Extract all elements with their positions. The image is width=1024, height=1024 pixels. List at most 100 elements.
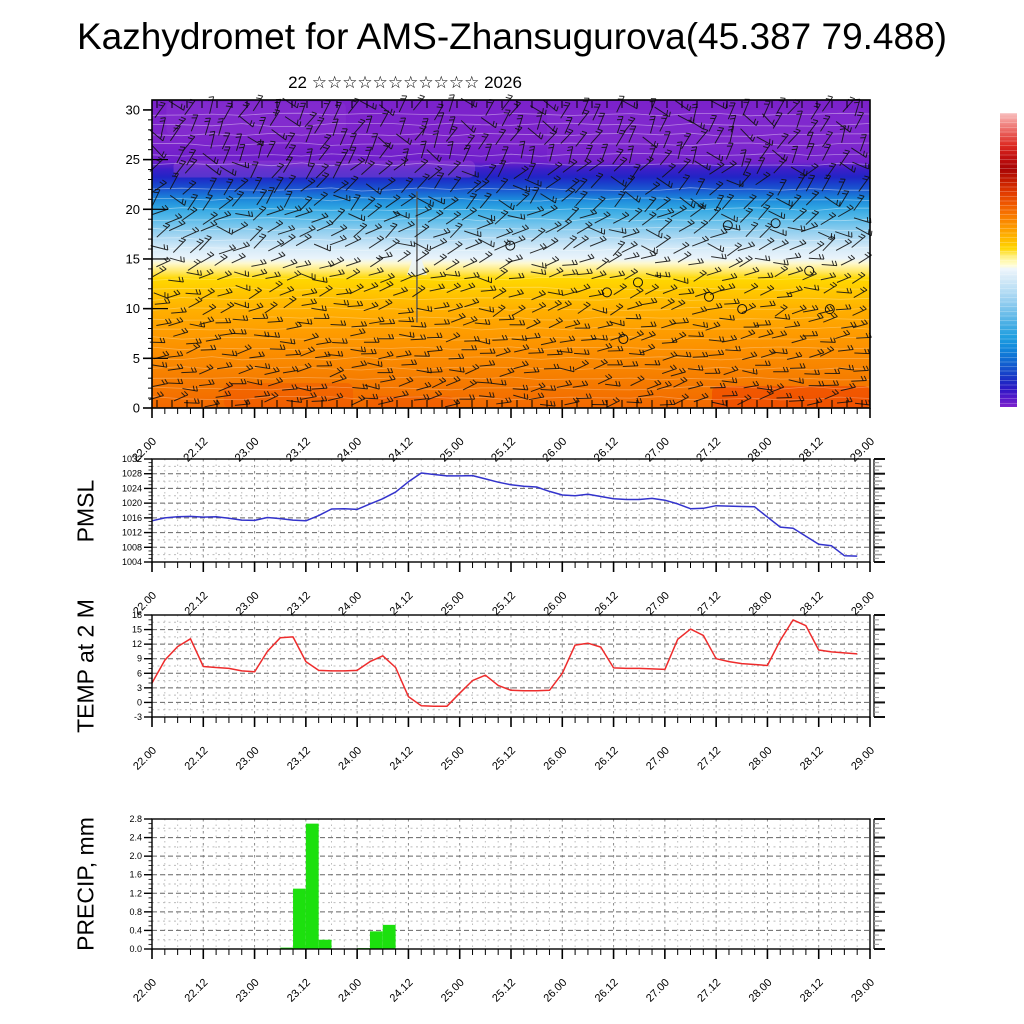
svg-text:27.00: 27.00 — [644, 977, 672, 1005]
svg-text:1032: 1032 — [122, 454, 142, 464]
svg-text:23.00: 23.00 — [234, 590, 262, 618]
svg-text:23.12: 23.12 — [285, 745, 313, 773]
svg-text:29.00: 29.00 — [848, 436, 877, 465]
svg-text:22.00: 22.00 — [131, 745, 159, 773]
precip-bar — [382, 924, 396, 949]
svg-text:29.00: 29.00 — [849, 745, 877, 773]
svg-text:25.12: 25.12 — [490, 590, 518, 618]
svg-text:2.8: 2.8 — [129, 814, 142, 824]
svg-text:0.4: 0.4 — [129, 925, 142, 935]
svg-text:24.00: 24.00 — [336, 977, 364, 1005]
svg-text:27.12: 27.12 — [694, 436, 723, 465]
precip-panel: 0.0 0.4 0.8 1.2 1.6 2.0 2.4 2.8 22.00 22.12 23.00 2… — [129, 814, 885, 1005]
svg-text:24.12: 24.12 — [388, 745, 416, 773]
svg-text:28.00: 28.00 — [747, 590, 775, 618]
svg-text:25.12: 25.12 — [490, 745, 518, 773]
svg-text:-3: -3 — [134, 712, 142, 722]
svg-text:27.12: 27.12 — [695, 745, 723, 773]
svg-text:0: 0 — [137, 697, 142, 707]
wind-barbs — [148, 94, 873, 409]
svg-text:1020: 1020 — [122, 498, 142, 508]
svg-text:24.12: 24.12 — [388, 977, 416, 1005]
svg-text:20: 20 — [126, 202, 140, 217]
svg-text:26.00: 26.00 — [541, 977, 569, 1005]
calm-circles — [505, 218, 835, 345]
svg-text:10: 10 — [126, 301, 140, 316]
svg-text:1008: 1008 — [122, 542, 142, 552]
svg-text:1004: 1004 — [122, 557, 142, 567]
svg-text:23.12: 23.12 — [284, 436, 313, 465]
temp2m-line — [151, 619, 858, 708]
svg-text:26.00: 26.00 — [541, 590, 569, 618]
svg-text:22.12: 22.12 — [182, 590, 210, 618]
precip-bar — [369, 931, 383, 949]
temp2m-panel: -3 0 3 6 9 12 15 18 22.00 22.12 23.00 23.12 24.00 24.… — [131, 610, 885, 773]
temperature-field — [152, 100, 870, 408]
svg-text:0: 0 — [133, 401, 140, 416]
temperature-colorbar — [1000, 113, 1017, 407]
svg-text:1016: 1016 — [122, 513, 142, 523]
svg-text:30: 30 — [126, 102, 140, 117]
svg-text:27.12: 27.12 — [695, 590, 723, 618]
svg-text:22.00: 22.00 — [131, 977, 159, 1005]
svg-text:25.00: 25.00 — [439, 977, 467, 1005]
svg-text:23.12: 23.12 — [285, 590, 313, 618]
svg-text:23.12: 23.12 — [285, 977, 313, 1005]
svg-text:26.00: 26.00 — [541, 436, 570, 465]
svg-text:27.12: 27.12 — [695, 977, 723, 1005]
page-title: Kazhydromet for AMS-Zhansugurova(45.387 … — [77, 16, 947, 57]
svg-text:25.00: 25.00 — [438, 436, 467, 465]
svg-text:1024: 1024 — [122, 483, 142, 493]
svg-text:1028: 1028 — [122, 469, 142, 479]
svg-text:28.12: 28.12 — [797, 436, 826, 465]
svg-text:18: 18 — [132, 610, 142, 620]
precip-bar — [305, 823, 319, 949]
svg-text:26.12: 26.12 — [593, 977, 621, 1005]
svg-text:25: 25 — [126, 152, 140, 167]
svg-text:1.2: 1.2 — [129, 888, 142, 898]
svg-text:23.00: 23.00 — [233, 436, 262, 465]
svg-text:28.00: 28.00 — [747, 977, 775, 1005]
svg-text:24.12: 24.12 — [388, 590, 416, 618]
svg-text:27.00: 27.00 — [643, 436, 672, 465]
svg-text:23.00: 23.00 — [234, 977, 262, 1005]
svg-text:26.00: 26.00 — [541, 745, 569, 773]
svg-text:25.12: 25.12 — [489, 436, 518, 465]
svg-text:0.0: 0.0 — [129, 944, 142, 954]
svg-text:26.12: 26.12 — [593, 745, 621, 773]
svg-text:29.00: 29.00 — [849, 977, 877, 1005]
svg-text:28.00: 28.00 — [747, 745, 775, 773]
svg-text:12: 12 — [132, 639, 142, 649]
svg-text:25.12: 25.12 — [490, 977, 518, 1005]
pmsl-line — [151, 472, 858, 557]
svg-text:23.00: 23.00 — [234, 745, 262, 773]
svg-text:27.00: 27.00 — [644, 590, 672, 618]
svg-text:26.12: 26.12 — [592, 436, 621, 465]
svg-text:1.6: 1.6 — [129, 870, 142, 880]
svg-text:22.12: 22.12 — [182, 977, 210, 1005]
svg-text:9: 9 — [137, 654, 142, 664]
svg-text:15: 15 — [126, 251, 140, 266]
svg-text:28.00: 28.00 — [746, 436, 775, 465]
svg-text:28.12: 28.12 — [798, 977, 826, 1005]
svg-text:24.00: 24.00 — [335, 436, 364, 465]
svg-text:24.12: 24.12 — [387, 436, 416, 465]
svg-text:6: 6 — [137, 668, 142, 678]
svg-text:27.00: 27.00 — [644, 745, 672, 773]
svg-text:28.12: 28.12 — [798, 745, 826, 773]
svg-text:25.00: 25.00 — [439, 590, 467, 618]
precip-bar — [318, 939, 332, 949]
precip-bar — [293, 888, 306, 949]
svg-text:28.12: 28.12 — [798, 590, 826, 618]
svg-text:0.8: 0.8 — [129, 907, 142, 917]
svg-text:25.00: 25.00 — [439, 745, 467, 773]
svg-text:24.00: 24.00 — [336, 745, 364, 773]
svg-text:26.12: 26.12 — [593, 590, 621, 618]
svg-text:2.0: 2.0 — [129, 851, 142, 861]
svg-text:3: 3 — [137, 683, 142, 693]
svg-text:1012: 1012 — [122, 528, 142, 538]
